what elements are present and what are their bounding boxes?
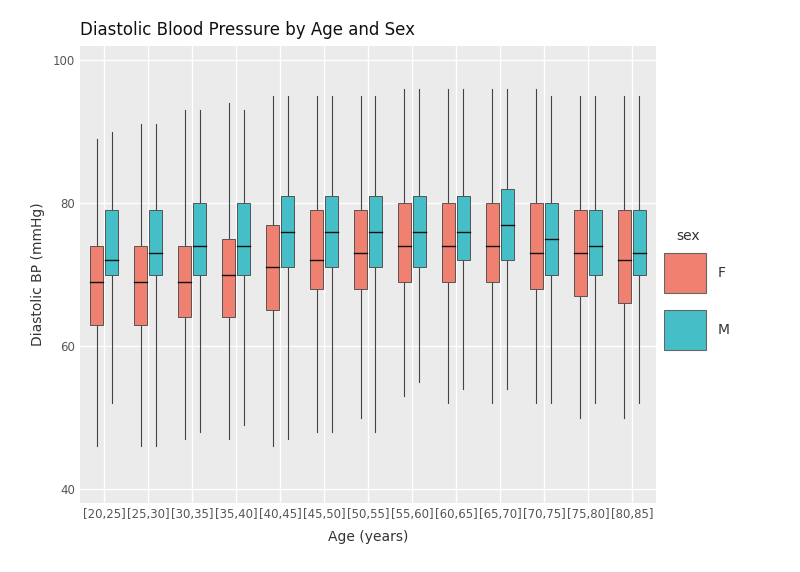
Text: Diastolic Blood Pressure by Age and Sex: Diastolic Blood Pressure by Age and Sex [80,21,415,39]
Y-axis label: Diastolic BP (mmHg): Diastolic BP (mmHg) [30,202,45,347]
Bar [369,196,382,267]
Bar [237,203,250,275]
Bar [442,203,455,281]
Bar [545,203,558,275]
Bar [574,210,587,296]
Bar [457,196,470,260]
Bar [281,196,294,267]
Bar [325,196,338,267]
Bar [193,203,206,275]
Text: M: M [718,323,730,337]
Bar [266,224,279,310]
FancyBboxPatch shape [664,310,706,350]
Bar [530,203,543,289]
Bar [633,210,646,275]
FancyBboxPatch shape [664,253,706,293]
Bar [589,210,602,275]
Bar [105,210,118,275]
X-axis label: Age (years): Age (years) [328,530,408,543]
Bar [149,210,162,275]
Bar [134,246,147,324]
Bar [486,203,499,281]
Bar [398,203,411,281]
Bar [90,246,103,324]
Bar [310,210,323,289]
Bar [222,239,235,317]
Bar [501,189,514,260]
Bar [354,210,367,289]
Text: sex: sex [676,229,700,243]
Text: F: F [718,266,726,280]
Bar [178,246,191,317]
Bar [618,210,631,303]
Bar [413,196,426,267]
